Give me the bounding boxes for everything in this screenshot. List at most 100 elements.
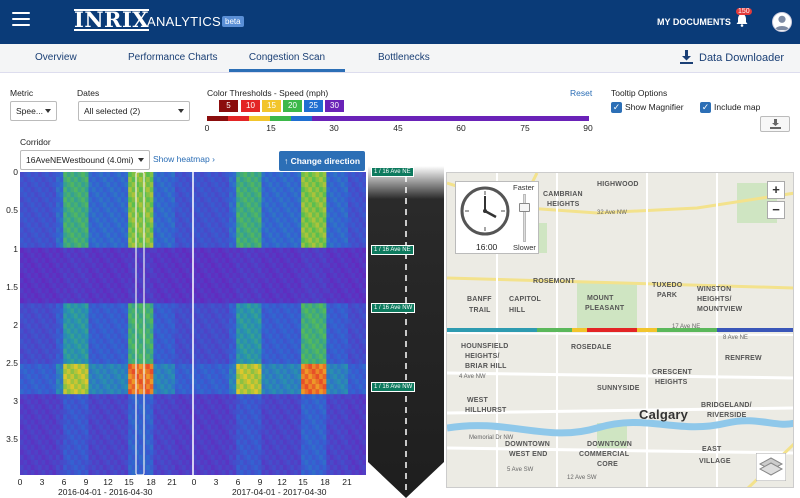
heatmap-cell (63, 429, 68, 435)
heatmap-cell (30, 227, 35, 233)
my-documents-link[interactable]: MY DOCUMENTS (657, 17, 731, 27)
heatmap-cell (63, 172, 68, 178)
heatmap-cell (81, 348, 86, 355)
threshold-value: 5 (226, 101, 231, 110)
show-magnifier-checkbox[interactable]: ✓ (611, 102, 622, 113)
heatmap-cell (355, 303, 360, 309)
heatmap-cell (128, 252, 133, 259)
threshold-20[interactable]: 20 (283, 100, 302, 112)
threshold-5[interactable]: 5 (219, 100, 238, 112)
heatmap-cell (81, 267, 86, 274)
heatmap-cell (283, 358, 288, 365)
heatmap-cell (92, 374, 97, 380)
heatmap-cell (138, 409, 143, 415)
heatmap-cell (340, 257, 345, 264)
heatmap-cell (301, 318, 306, 324)
congestion-heatmap[interactable] (20, 172, 366, 475)
heatmap-cell (254, 217, 259, 223)
download-icon[interactable] (680, 50, 693, 64)
heatmap-cell (153, 187, 158, 193)
heatmap-cell (45, 399, 50, 405)
heatmap-cell (167, 247, 172, 254)
heatmap-cell (297, 379, 302, 385)
heatmap-cell (315, 232, 320, 239)
heatmap-cell (200, 222, 205, 228)
tab-congestion-scan[interactable]: Congestion Scan (229, 52, 345, 72)
export-button[interactable] (760, 116, 790, 132)
heatmap-cell (63, 353, 68, 360)
heatmap-cell (207, 288, 212, 294)
heatmap-cell (153, 288, 158, 294)
heatmap-cell (225, 404, 230, 410)
heatmap-cell (193, 404, 197, 410)
heatmap-cell (124, 283, 129, 289)
dates-select[interactable]: All selected (2) (78, 101, 190, 121)
heatmap-cell (329, 338, 334, 345)
heatmap-cell (322, 379, 327, 385)
heatmap-cell (207, 328, 212, 334)
heatmap-cell (84, 368, 89, 375)
heatmap-cell (70, 424, 75, 430)
heatmap-cell (27, 182, 32, 188)
heatmap-cell (275, 298, 280, 304)
heatmap-cell (149, 343, 154, 350)
heatmap-cell (239, 172, 244, 178)
heatmap-cell (225, 278, 230, 284)
heatmap-cell (178, 333, 183, 340)
speed-scale-bar[interactable] (207, 116, 589, 121)
heatmap-cell (153, 262, 158, 269)
bell-icon[interactable] (736, 13, 748, 27)
heatmap-cell (77, 202, 82, 208)
heatmap-cell (211, 384, 216, 390)
tab-performance-charts[interactable]: Performance Charts (128, 52, 218, 63)
heatmap-cell (66, 333, 71, 340)
heatmap-cell (124, 313, 129, 319)
heatmap-cell (146, 333, 151, 340)
show-heatmap-link[interactable]: Show heatmap › (153, 154, 215, 164)
heatmap-cell (322, 348, 327, 355)
heatmap-cell (30, 404, 35, 410)
heatmap-cell (48, 333, 53, 340)
menu-icon[interactable] (12, 12, 30, 26)
corridor-select[interactable]: 16AveNEWestbound (4.0mi) (20, 150, 150, 170)
heatmap-cell (23, 313, 28, 319)
heatmap-cell (185, 353, 190, 360)
heatmap-cell (279, 338, 284, 345)
heatmap-cell (174, 419, 179, 425)
threshold-15[interactable]: 15 (262, 100, 281, 112)
heatmap-cell (351, 313, 356, 319)
tab-bottlenecks[interactable]: Bottlenecks (378, 52, 430, 63)
heatmap-cell (45, 262, 50, 269)
data-downloader-link[interactable]: Data Downloader (699, 52, 784, 64)
heatmap-cell (193, 207, 197, 213)
heatmap-cell (27, 399, 32, 405)
heatmap-cell (74, 338, 79, 345)
heatmap-cell (322, 212, 327, 218)
heatmap-cell (326, 237, 331, 244)
threshold-10[interactable]: 10 (241, 100, 260, 112)
heatmap-cell (279, 394, 284, 400)
heatmap-cell (265, 394, 270, 400)
heatmap-cell (243, 318, 248, 324)
heatmap-cell (38, 328, 43, 334)
heatmap-cell (315, 283, 320, 289)
metric-select[interactable]: Spee... (10, 101, 57, 121)
heatmap-cell (102, 298, 107, 304)
heatmap-cell (156, 222, 161, 228)
heatmap-cell (193, 283, 197, 289)
heatmap-cell (63, 404, 68, 410)
user-avatar-icon[interactable] (772, 12, 792, 32)
heatmap-cell (63, 394, 68, 400)
heatmap-cell (146, 384, 151, 390)
include-map-checkbox[interactable]: ✓ (700, 102, 711, 113)
heatmap-cell (203, 288, 208, 294)
threshold-25[interactable]: 25 (304, 100, 323, 112)
threshold-30[interactable]: 30 (325, 100, 344, 112)
heatmap-cell (344, 247, 349, 254)
tab-overview[interactable]: Overview (35, 52, 77, 63)
reset-link[interactable]: Reset (570, 88, 593, 98)
change-direction-button[interactable]: ↑ Change direction (279, 151, 365, 171)
heatmap-cell (333, 308, 338, 314)
heatmap-cell (243, 222, 248, 228)
heatmap-cell (88, 414, 93, 420)
